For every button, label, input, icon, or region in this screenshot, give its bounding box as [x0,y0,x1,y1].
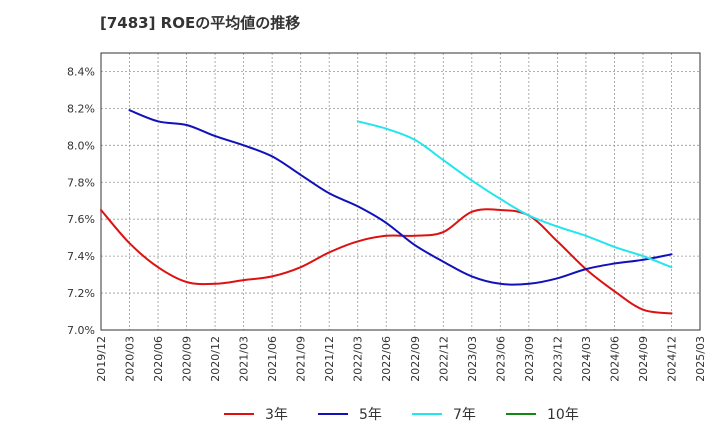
series-line-2 [356,120,673,269]
x-tick-label: 2022/06 [380,336,393,382]
y-tick-label: 8.4% [67,65,95,78]
x-tick-label: 2025/03 [694,336,707,382]
x-tick-label: 2023/03 [466,336,479,382]
legend-label-1: 5年 [359,407,382,423]
x-tick-label: 2021/12 [323,336,336,382]
x-tick-label: 2022/03 [352,336,365,382]
y-tick-label: 7.8% [67,176,95,189]
x-tick-label: 2021/03 [238,336,251,382]
x-tick-label: 2020/12 [209,336,222,382]
y-tick-label: 8.0% [67,139,95,152]
x-tick-label: 2020/06 [152,336,165,382]
x-tick-label: 2024/12 [665,336,678,382]
plot-border [100,52,701,331]
legend-label-0: 3年 [265,407,288,423]
y-tick-label: 7.2% [67,287,95,300]
x-tick-label: 2022/09 [409,336,422,382]
x-tick-label: 2024/09 [637,336,650,382]
x-tick-label: 2024/03 [580,336,593,382]
x-tick-label: 2020/03 [124,336,137,382]
legend-label-2: 7年 [453,407,476,423]
legend-label-3: 10年 [547,407,579,423]
x-tick-label: 2023/12 [551,336,564,382]
y-tick-label: 7.4% [67,250,95,263]
x-tick-label: 2024/06 [608,336,621,382]
x-tick-label: 2023/06 [494,336,507,382]
series-line-0 [100,208,673,315]
x-tick-label: 2022/12 [437,336,450,382]
x-tick-label: 2021/06 [266,336,279,382]
chart-title: [7483] ROEの平均値の推移 [100,14,301,32]
x-tick-label: 2023/09 [523,336,536,382]
x-tick-label: 2020/09 [181,336,194,382]
series-line-1 [128,109,673,286]
x-tick-label: 2019/12 [95,336,108,382]
y-tick-label: 7.0% [67,324,95,337]
x-tick-label: 2021/09 [295,336,308,382]
y-tick-label: 7.6% [67,213,95,226]
y-tick-label: 8.2% [67,102,95,115]
